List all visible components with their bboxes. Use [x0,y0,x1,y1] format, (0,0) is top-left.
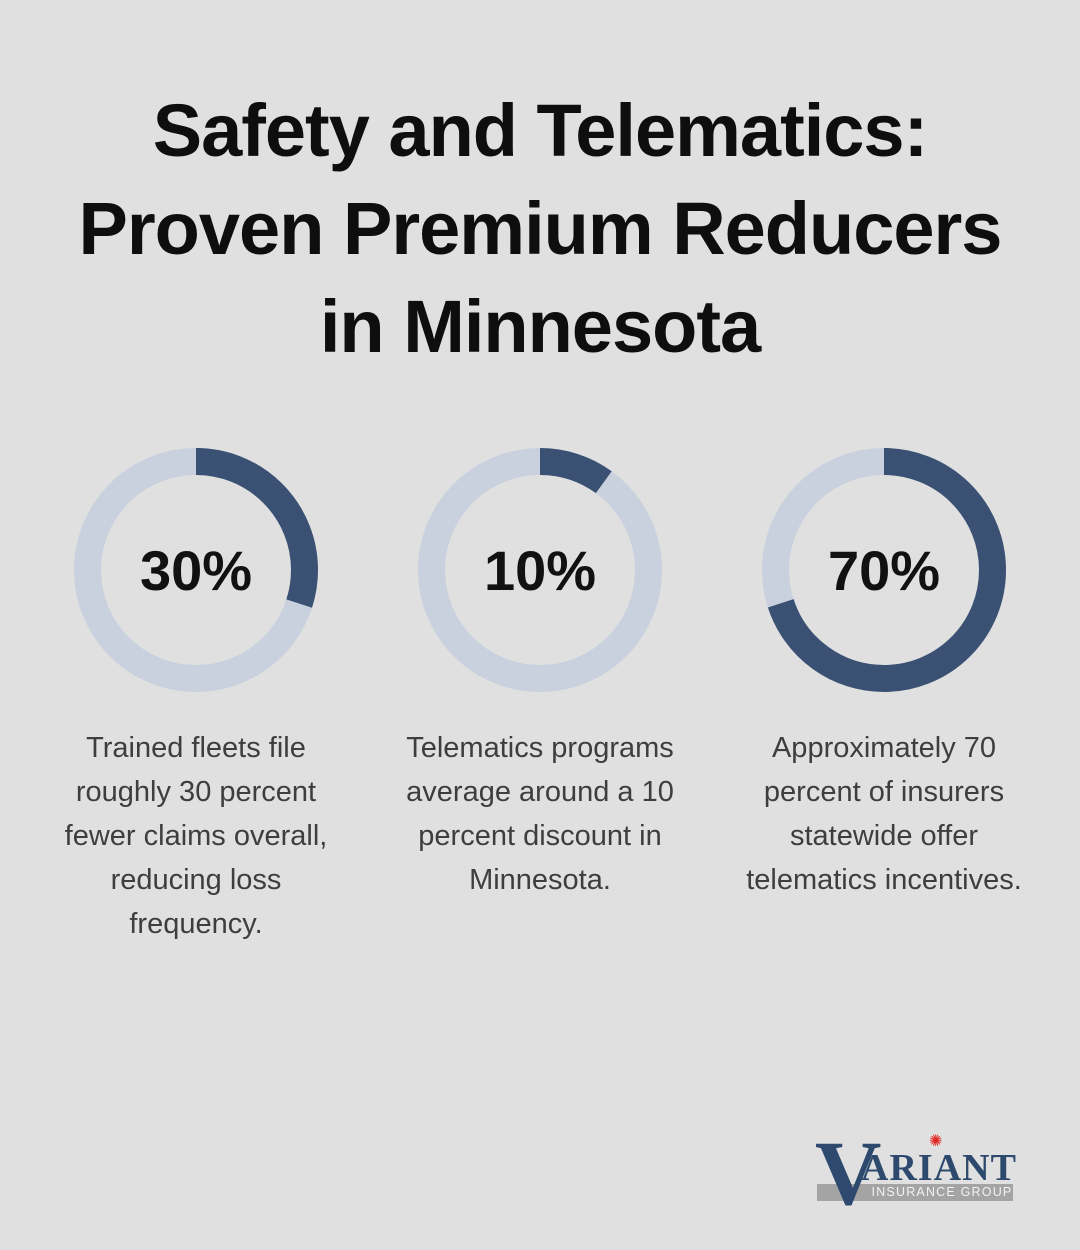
logo-letter-i: I [917,1147,934,1189]
donut-value-label: 70% [827,538,941,602]
donut-value-label: 10% [483,538,597,602]
starburst-icon: ✺ [929,1133,943,1150]
donut-ring-svg [74,448,318,692]
donut-chart-10-percent: 10% [418,448,662,692]
donut-chart-70-percent: 70% [762,448,1006,692]
donut-arc [762,448,1006,692]
stat-description: Approximately 70 percent of insurers sta… [746,732,1022,896]
stats-row: 30% Trained fleets file roughly 30 perce… [0,448,1080,946]
title-line-3: in Minnesota [319,285,761,368]
donut-arc [418,448,662,692]
variant-logo: INSURANCE GROUP V ARIANT ✺ [815,1127,1023,1219]
donut-chart-30-percent: 30% [74,448,318,692]
logo-letters-ant: ANT [933,1147,1017,1189]
title-line-1: Safety and Telematics: [152,89,928,172]
stat-column-telematics-discount: 10% Telematics programs average around a… [368,448,712,946]
stat-description: Trained fleets file roughly 30 percent f… [64,732,328,940]
donut-value-label: 30% [139,538,253,602]
donut-ring-svg [762,448,1006,692]
page-title: Safety and Telematics: Proven Premium Re… [0,82,1080,376]
title-line-2: Proven Premium Reducers [78,187,1003,270]
stat-column-fewer-claims: 30% Trained fleets file roughly 30 perce… [24,448,368,946]
stat-description: Telematics programs average around a 10 … [406,732,674,896]
donut-ring-svg [418,448,662,692]
logo-letters-ar: AR [861,1147,918,1189]
stat-column-insurer-incentives: 70% Approximately 70 percent of insurers… [712,448,1056,946]
donut-arc [74,448,318,692]
logo-wordmark: ARIANT [861,1149,1017,1187]
